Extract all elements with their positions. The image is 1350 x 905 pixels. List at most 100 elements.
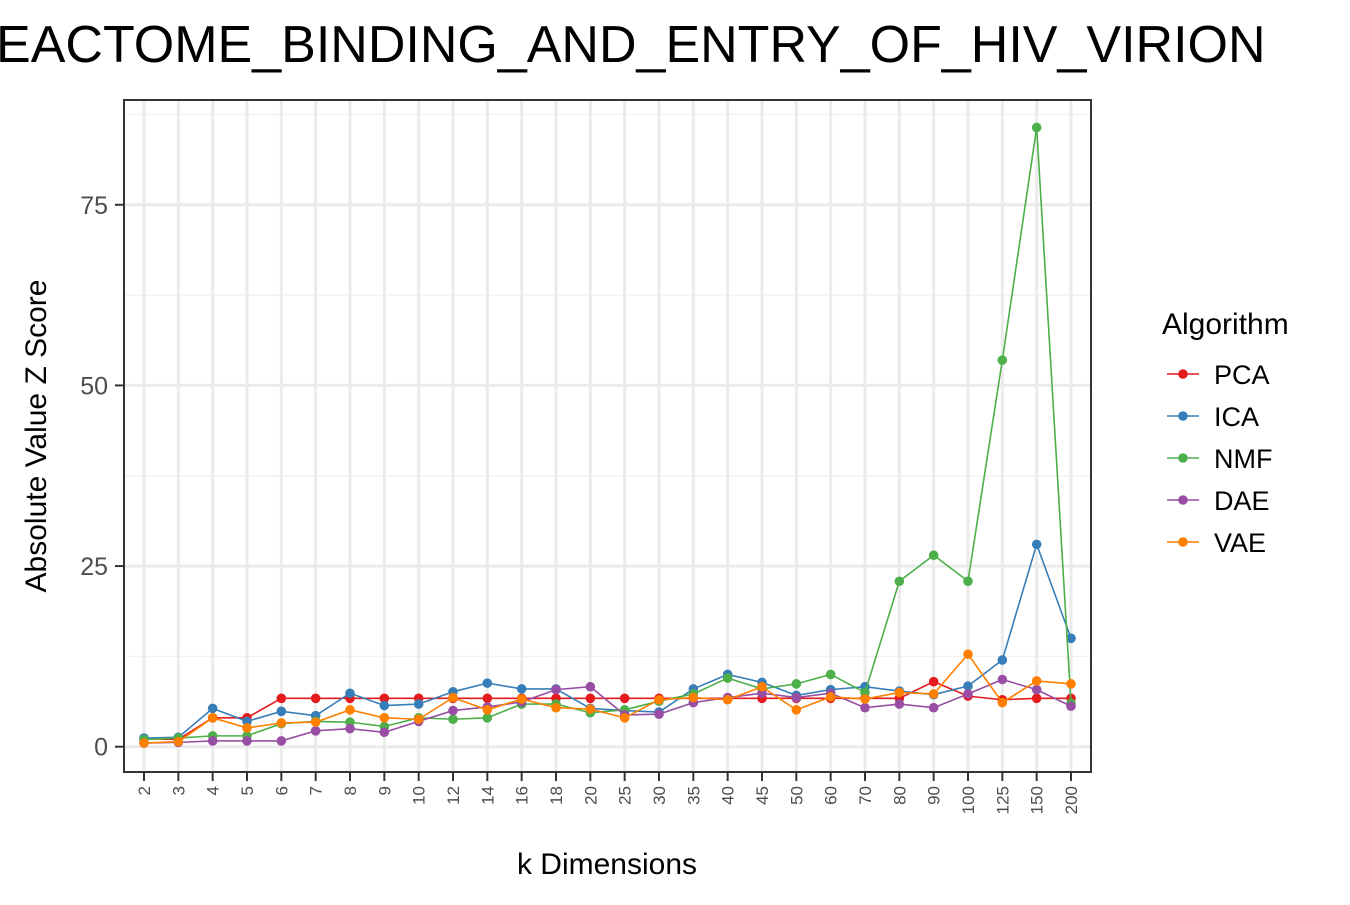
x-tick-label: 16 <box>513 786 532 805</box>
legend-label: PCA <box>1214 360 1270 390</box>
data-point-dae <box>1031 684 1042 695</box>
data-point-dae <box>345 723 355 734</box>
data-point-dae <box>963 689 973 699</box>
data-point-ica <box>516 684 527 694</box>
x-tick-label: 2 <box>135 786 154 795</box>
legend-item-dae: DAE <box>1167 486 1270 516</box>
y-tick-label: 50 <box>80 372 108 400</box>
x-axis: 2 3 4 5 6 7 8 9 10 12 14 16 18 20 25 30 35 40 45 50 60 70 80 90… <box>135 772 1081 814</box>
data-point-vae <box>413 714 424 725</box>
data-point-dae <box>654 709 664 719</box>
data-point-vae <box>585 704 596 714</box>
data-point-pca <box>482 693 493 704</box>
data-point-pca <box>928 676 939 687</box>
data-point-vae <box>963 649 973 660</box>
data-point-vae <box>379 713 390 723</box>
y-tick-label: 25 <box>80 553 108 581</box>
x-tick-label: 45 <box>753 786 772 805</box>
legend-item-pca: PCA <box>1167 360 1270 390</box>
data-point-pca <box>1031 693 1042 704</box>
data-point-dae <box>310 726 321 736</box>
data-point-ica <box>482 678 493 688</box>
x-tick-label: 70 <box>856 786 875 805</box>
data-point-nmf <box>791 679 802 689</box>
data-point-vae <box>207 713 218 723</box>
y-axis: 0 25 50 75 <box>80 192 124 762</box>
legend: Algorithm PCA ICA NMF DAE VAE <box>1162 308 1289 558</box>
y-tick-label: 0 <box>94 734 108 762</box>
data-point-vae <box>310 717 321 727</box>
x-tick-label: 12 <box>444 786 463 805</box>
x-tick-label: 5 <box>238 786 257 795</box>
data-point-vae <box>276 718 287 728</box>
data-point-vae <box>345 705 355 715</box>
x-tick-label: 6 <box>272 786 291 795</box>
data-point-dae <box>1066 701 1076 712</box>
data-point-vae <box>928 689 939 699</box>
data-point-pca <box>310 693 321 704</box>
data-point-nmf <box>482 713 493 723</box>
series-vae <box>139 649 1076 748</box>
x-tick-label: 9 <box>375 786 394 795</box>
data-point-vae <box>173 736 184 747</box>
data-point-pca <box>276 693 287 704</box>
data-point-vae <box>997 697 1008 708</box>
series-ica <box>139 539 1076 743</box>
legend-key-point <box>1178 537 1188 547</box>
data-point-vae <box>1066 679 1076 689</box>
data-point-vae <box>516 694 527 704</box>
legend-key-point <box>1178 369 1188 379</box>
x-tick-label: 4 <box>204 786 223 795</box>
legend-label: ICA <box>1214 402 1259 432</box>
data-point-dae <box>997 674 1008 685</box>
data-point-vae <box>482 705 493 715</box>
grid-minor <box>124 113 1091 658</box>
x-tick-label: 90 <box>925 786 944 805</box>
data-point-nmf <box>894 576 905 587</box>
x-tick-label: 100 <box>959 786 978 814</box>
legend-label: DAE <box>1214 486 1270 516</box>
x-tick-label: 14 <box>478 786 497 805</box>
data-point-nmf <box>1031 122 1042 133</box>
chart-title: REACTOME_BINDING_AND_ENTRY_OF_HIV_VIRION <box>0 16 1266 74</box>
data-point-ica <box>379 700 390 711</box>
legend-key-point <box>1178 495 1188 505</box>
data-point-ica <box>997 655 1008 665</box>
x-tick-label: 30 <box>650 786 669 805</box>
series-nmf <box>139 122 1076 745</box>
series-line-dae <box>143 678 1072 744</box>
data-point-vae <box>825 692 836 702</box>
x-tick-label: 35 <box>684 786 703 805</box>
series-line-pca <box>143 680 1071 741</box>
data-point-vae <box>894 687 905 698</box>
x-tick-label: 25 <box>616 786 635 805</box>
data-point-dae <box>791 692 802 703</box>
data-point-vae <box>551 702 561 713</box>
series-layer <box>139 122 1076 748</box>
x-tick-label: 10 <box>410 786 429 805</box>
data-point-vae <box>654 694 664 705</box>
y-axis-label: Absolute Value Z Score <box>20 280 53 593</box>
data-point-dae <box>276 736 287 746</box>
x-tick-label: 3 <box>169 786 188 795</box>
x-tick-label: 40 <box>719 786 738 805</box>
legend-item-ica: ICA <box>1167 402 1259 432</box>
data-point-dae <box>551 684 561 695</box>
data-point-vae <box>688 692 699 703</box>
x-tick-label: 200 <box>1062 786 1081 814</box>
data-point-dae <box>448 705 458 716</box>
data-point-dae <box>860 702 870 713</box>
data-point-vae <box>619 713 630 723</box>
grid-major <box>124 100 1091 772</box>
data-point-ica <box>207 703 218 714</box>
data-point-dae <box>585 681 596 692</box>
x-tick-label: 80 <box>890 786 909 805</box>
data-point-pca <box>379 693 390 704</box>
data-point-ica <box>1031 539 1042 550</box>
x-tick-label: 7 <box>307 786 326 795</box>
x-tick-label: 150 <box>1028 786 1047 814</box>
data-point-dae <box>207 736 218 746</box>
data-point-vae <box>757 681 767 692</box>
